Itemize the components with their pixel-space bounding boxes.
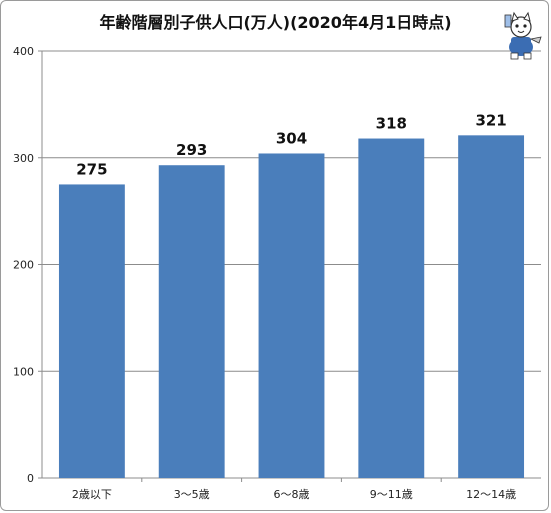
data-label: 321 bbox=[475, 111, 506, 129]
bar bbox=[358, 138, 425, 478]
x-tick-label: 3〜5歳 bbox=[174, 488, 210, 501]
y-tick-label: 200 bbox=[13, 259, 34, 272]
x-tick-label: 6〜8歳 bbox=[274, 488, 310, 501]
y-tick-label: 400 bbox=[13, 45, 34, 58]
data-label: 318 bbox=[376, 115, 407, 133]
data-label: 304 bbox=[276, 129, 307, 147]
data-label: 275 bbox=[76, 160, 107, 178]
chart-title: 年齢階層別子供人口(万人)(2020年4月1日時点) bbox=[99, 13, 452, 32]
axes: 0 100 200 300 400 bbox=[13, 45, 541, 485]
bar bbox=[158, 165, 225, 478]
bars bbox=[58, 135, 525, 479]
y-tick-label: 0 bbox=[27, 472, 34, 485]
y-tick-label: 100 bbox=[13, 365, 34, 378]
cat-mascot-icon bbox=[504, 11, 542, 60]
x-tick-label: 12〜14歳 bbox=[466, 488, 516, 501]
bar bbox=[258, 153, 325, 479]
labels: 275 2歳以下 293 3〜5歳 304 6〜8歳 318 9〜11歳 321 12〜14歳 bbox=[72, 111, 516, 501]
y-tick-label: 300 bbox=[13, 152, 34, 165]
x-tick-label: 2歳以下 bbox=[72, 488, 112, 501]
bar bbox=[458, 135, 525, 478]
data-label: 293 bbox=[176, 141, 207, 159]
bar bbox=[58, 184, 125, 478]
x-tick-label: 9〜11歳 bbox=[370, 488, 413, 501]
